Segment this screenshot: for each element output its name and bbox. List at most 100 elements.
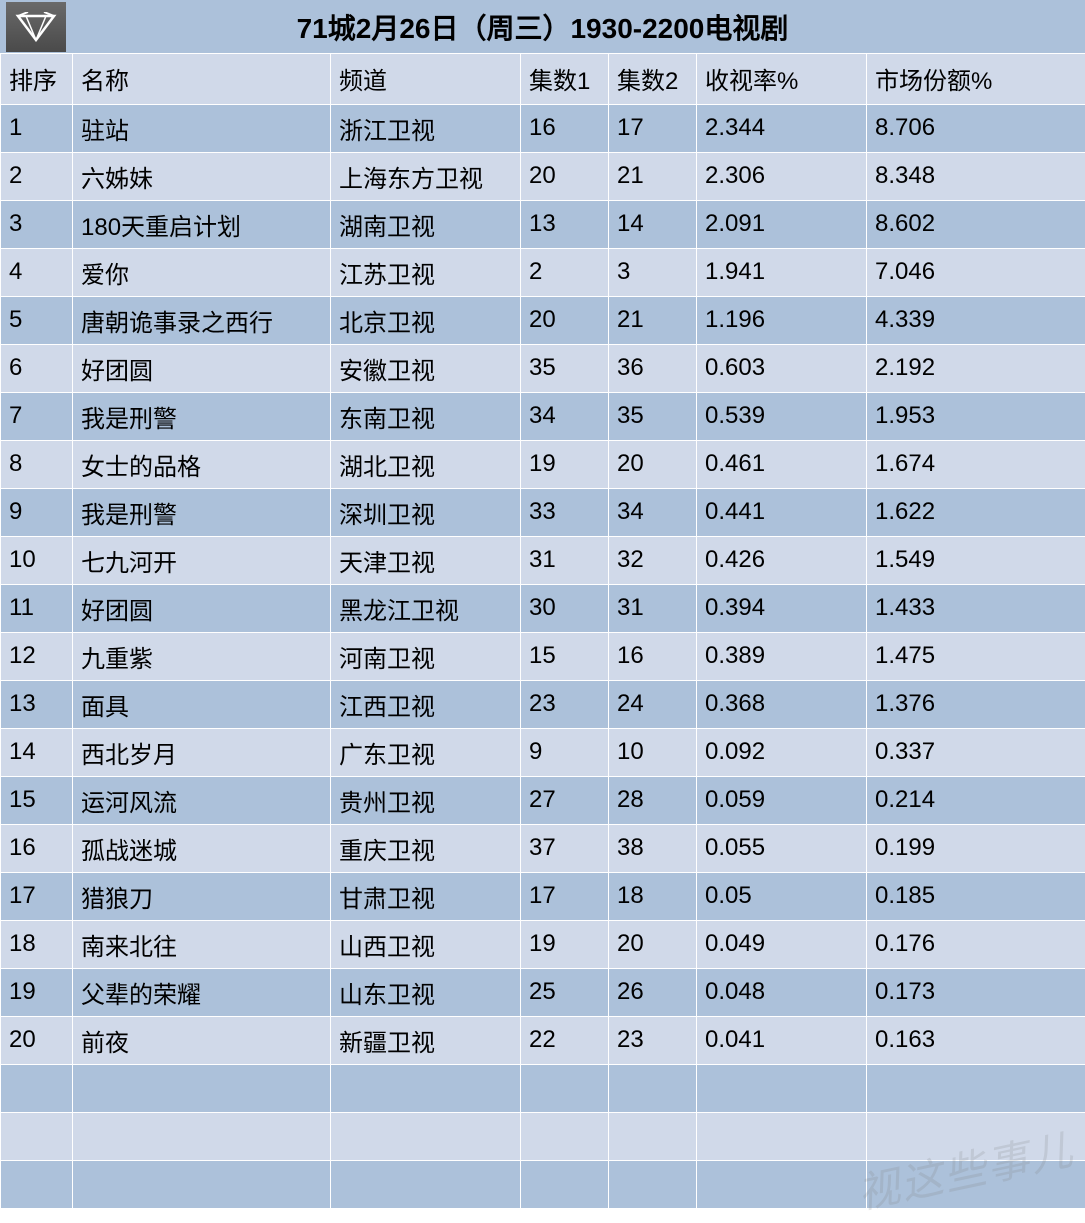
cell-share: 0.199 bbox=[867, 824, 1085, 872]
cell-ep1: 34 bbox=[521, 392, 609, 440]
cell-ep2: 34 bbox=[609, 488, 697, 536]
table-row: 20前夜新疆卫视22230.0410.163 bbox=[1, 1016, 1085, 1064]
cell-rating: 0.426 bbox=[697, 536, 867, 584]
cell-share: 0.337 bbox=[867, 728, 1085, 776]
cell-name: 九重紫 bbox=[73, 632, 331, 680]
cell-ep1: 19 bbox=[521, 440, 609, 488]
cell-name: 女士的品格 bbox=[73, 440, 331, 488]
table-row: 4爱你江苏卫视231.9417.046 bbox=[1, 248, 1085, 296]
cell-ep1: 35 bbox=[521, 344, 609, 392]
col-header-share: 市场份额% bbox=[867, 54, 1085, 104]
cell-blank bbox=[73, 1160, 331, 1208]
cell-share: 2.192 bbox=[867, 344, 1085, 392]
table-row: 3180天重启计划湖南卫视13142.0918.602 bbox=[1, 200, 1085, 248]
cell-rating: 0.368 bbox=[697, 680, 867, 728]
cell-name: 驻站 bbox=[73, 104, 331, 152]
cell-ep1: 19 bbox=[521, 920, 609, 968]
table-row: 18南来北往山西卫视19200.0490.176 bbox=[1, 920, 1085, 968]
cell-blank bbox=[867, 1160, 1085, 1208]
cell-rank: 10 bbox=[1, 536, 73, 584]
cell-channel: 浙江卫视 bbox=[331, 104, 521, 152]
cell-ep2: 31 bbox=[609, 584, 697, 632]
cell-ep2: 36 bbox=[609, 344, 697, 392]
cell-ep2: 14 bbox=[609, 200, 697, 248]
cell-name: 我是刑警 bbox=[73, 488, 331, 536]
ratings-table-container: 71城2月26日（周三）1930-2200电视剧 排序名称频道集数1集数2收视率… bbox=[0, 0, 1085, 1209]
cell-rating: 2.306 bbox=[697, 152, 867, 200]
cell-rating: 0.048 bbox=[697, 968, 867, 1016]
cell-name: 六姊妹 bbox=[73, 152, 331, 200]
table-row: 6好团圆安徽卫视35360.6032.192 bbox=[1, 344, 1085, 392]
cell-share: 0.214 bbox=[867, 776, 1085, 824]
cell-rating: 0.059 bbox=[697, 776, 867, 824]
col-header-name: 名称 bbox=[73, 54, 331, 104]
cell-ep1: 31 bbox=[521, 536, 609, 584]
cell-blank bbox=[697, 1160, 867, 1208]
cell-ep2: 3 bbox=[609, 248, 697, 296]
cell-channel: 湖南卫视 bbox=[331, 200, 521, 248]
cell-share: 1.622 bbox=[867, 488, 1085, 536]
cell-rating: 0.05 bbox=[697, 872, 867, 920]
cell-share: 4.339 bbox=[867, 296, 1085, 344]
cell-name: 孤战迷城 bbox=[73, 824, 331, 872]
cell-channel: 上海东方卫视 bbox=[331, 152, 521, 200]
table-row: 1驻站浙江卫视16172.3448.706 bbox=[1, 104, 1085, 152]
table-row: 19父辈的荣耀山东卫视25260.0480.173 bbox=[1, 968, 1085, 1016]
cell-channel: 山西卫视 bbox=[331, 920, 521, 968]
cell-rating: 0.041 bbox=[697, 1016, 867, 1064]
cell-ep2: 26 bbox=[609, 968, 697, 1016]
cell-rank: 14 bbox=[1, 728, 73, 776]
col-header-ep2: 集数2 bbox=[609, 54, 697, 104]
cell-name: 前夜 bbox=[73, 1016, 331, 1064]
cell-ep1: 27 bbox=[521, 776, 609, 824]
cell-blank bbox=[331, 1112, 521, 1160]
cell-ep2: 18 bbox=[609, 872, 697, 920]
col-header-rating: 收视率% bbox=[697, 54, 867, 104]
cell-channel: 广东卫视 bbox=[331, 728, 521, 776]
cell-ep2: 21 bbox=[609, 152, 697, 200]
cell-channel: 江苏卫视 bbox=[331, 248, 521, 296]
table-row: 12九重紫河南卫视15160.3891.475 bbox=[1, 632, 1085, 680]
cell-channel: 湖北卫视 bbox=[331, 440, 521, 488]
cell-channel: 重庆卫视 bbox=[331, 824, 521, 872]
col-header-rank: 排序 bbox=[1, 54, 73, 104]
cell-name: 180天重启计划 bbox=[73, 200, 331, 248]
cell-ep1: 13 bbox=[521, 200, 609, 248]
cell-channel: 东南卫视 bbox=[331, 392, 521, 440]
cell-rating: 1.196 bbox=[697, 296, 867, 344]
cell-channel: 深圳卫视 bbox=[331, 488, 521, 536]
table-row: 11好团圆黑龙江卫视30310.3941.433 bbox=[1, 584, 1085, 632]
cell-ep1: 30 bbox=[521, 584, 609, 632]
cell-blank bbox=[73, 1112, 331, 1160]
cell-name: 面具 bbox=[73, 680, 331, 728]
table-row: 17猎狼刀甘肃卫视17180.050.185 bbox=[1, 872, 1085, 920]
cell-ep1: 37 bbox=[521, 824, 609, 872]
cell-channel: 黑龙江卫视 bbox=[331, 584, 521, 632]
cell-share: 0.173 bbox=[867, 968, 1085, 1016]
col-header-ep1: 集数1 bbox=[521, 54, 609, 104]
cell-name: 爱你 bbox=[73, 248, 331, 296]
cell-ep2: 16 bbox=[609, 632, 697, 680]
cell-name: 七九河开 bbox=[73, 536, 331, 584]
cell-ep1: 17 bbox=[521, 872, 609, 920]
cell-ep2: 21 bbox=[609, 296, 697, 344]
table-row: 8女士的品格湖北卫视19200.4611.674 bbox=[1, 440, 1085, 488]
cell-rank: 19 bbox=[1, 968, 73, 1016]
cell-share: 0.163 bbox=[867, 1016, 1085, 1064]
cell-name: 猎狼刀 bbox=[73, 872, 331, 920]
cell-rank: 12 bbox=[1, 632, 73, 680]
cell-ep2: 32 bbox=[609, 536, 697, 584]
table-row: 15运河风流贵州卫视27280.0590.214 bbox=[1, 776, 1085, 824]
cell-ep1: 9 bbox=[521, 728, 609, 776]
cell-ep2: 20 bbox=[609, 920, 697, 968]
cell-share: 8.602 bbox=[867, 200, 1085, 248]
cell-rank: 4 bbox=[1, 248, 73, 296]
cell-blank bbox=[697, 1112, 867, 1160]
cell-rank: 11 bbox=[1, 584, 73, 632]
diamond-logo-icon bbox=[6, 2, 66, 52]
cell-rank: 3 bbox=[1, 200, 73, 248]
cell-blank bbox=[609, 1160, 697, 1208]
cell-name: 好团圆 bbox=[73, 344, 331, 392]
cell-ep2: 38 bbox=[609, 824, 697, 872]
cell-channel: 河南卫视 bbox=[331, 632, 521, 680]
